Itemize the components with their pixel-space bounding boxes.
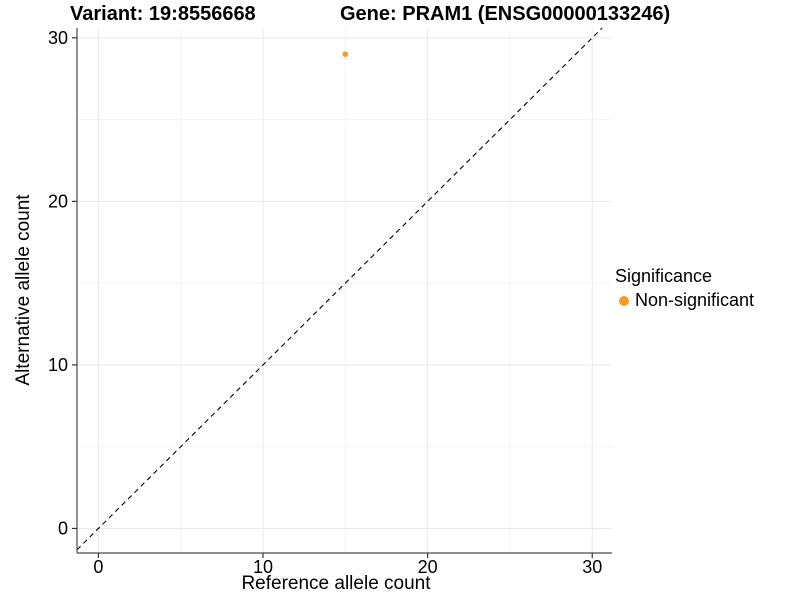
legend-title: Significance bbox=[615, 266, 713, 286]
x-tick-label: 10 bbox=[253, 557, 273, 577]
variant-title: Variant: 19:8556668 bbox=[70, 3, 256, 25]
y-axis-title: Alternative allele count bbox=[13, 194, 34, 386]
x-tick-label: 0 bbox=[93, 557, 103, 577]
legend: Significance Non-significant bbox=[615, 265, 754, 311]
legend-point-icon bbox=[619, 295, 629, 306]
legend-item: Non-significant bbox=[615, 290, 754, 311]
x-axis-title: Reference allele count bbox=[241, 573, 431, 594]
identity-dashed-line bbox=[76, 27, 603, 551]
y-tick-label: 20 bbox=[48, 191, 68, 211]
data-point bbox=[342, 51, 349, 57]
y-tick-label: 0 bbox=[58, 518, 68, 538]
y-tick-label: 10 bbox=[48, 355, 68, 375]
x-tick-label: 20 bbox=[418, 557, 438, 577]
gene-title: Gene: PRAM1 (ENSG00000133246) bbox=[340, 3, 671, 25]
y-tick-label: 30 bbox=[48, 28, 68, 48]
legend-item-label: Non-significant bbox=[635, 290, 755, 310]
x-tick-label: 30 bbox=[582, 557, 602, 577]
